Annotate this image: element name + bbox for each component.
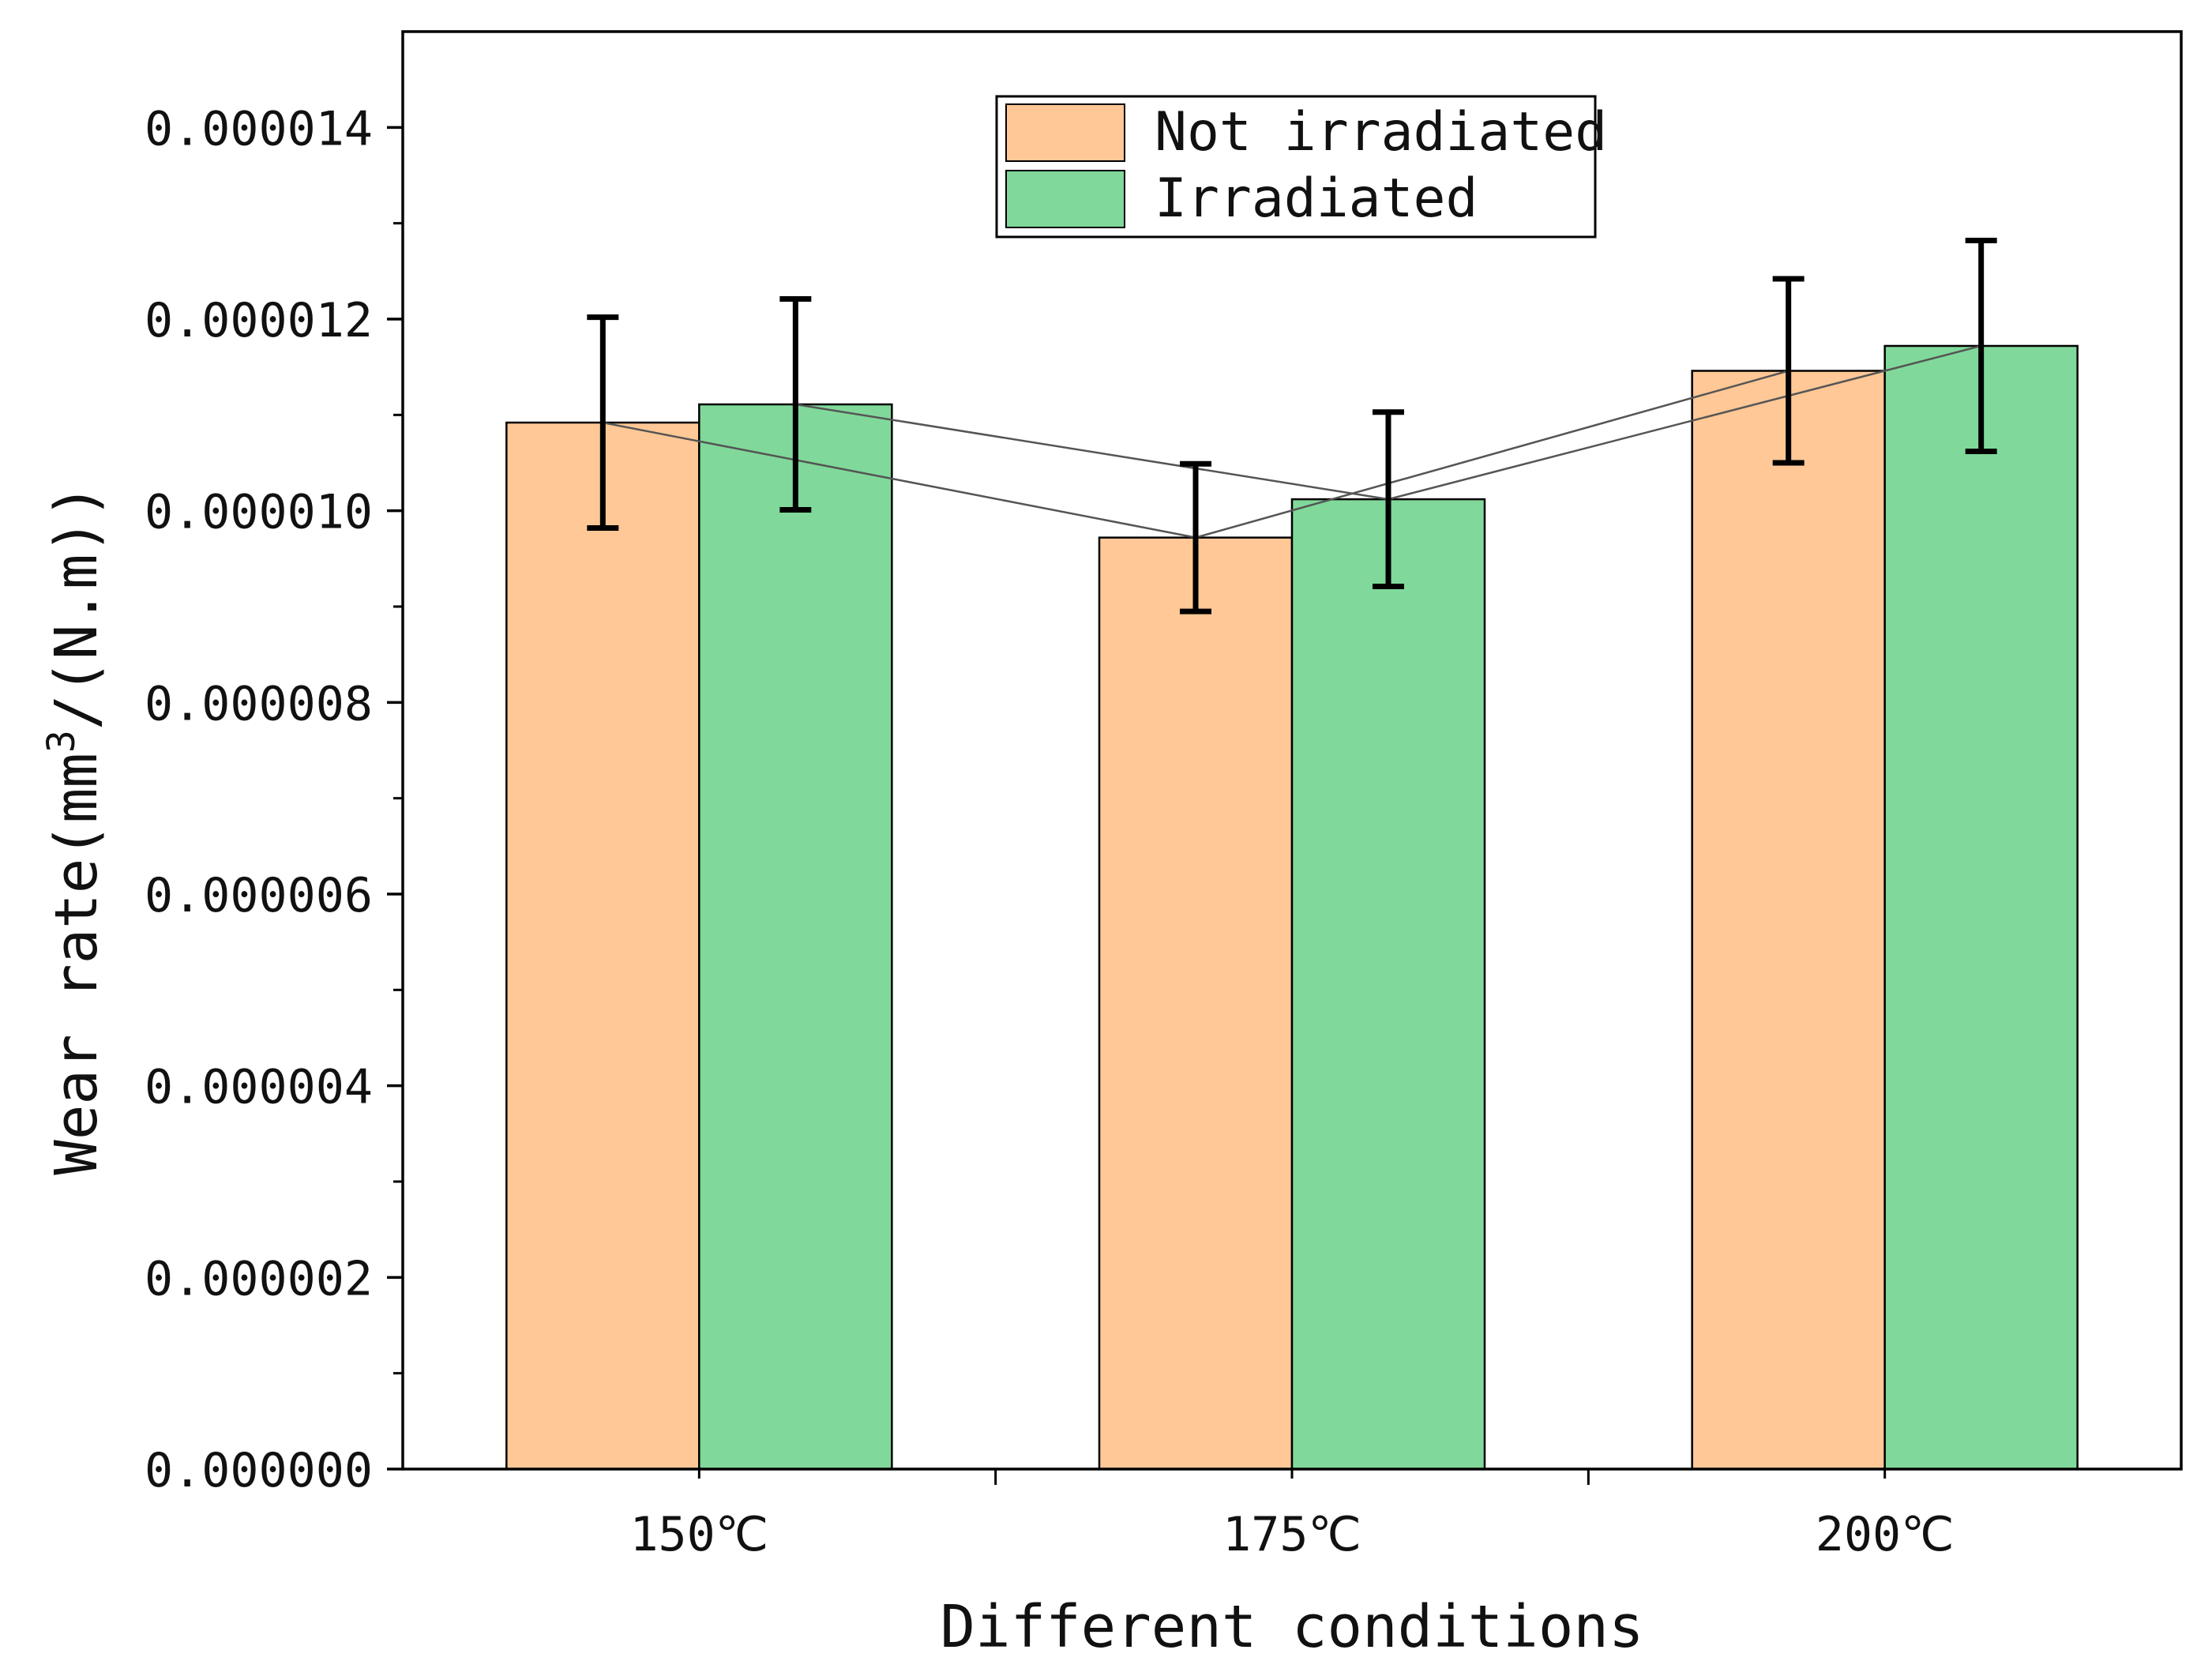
bar-not-irradiated-1: [1098, 536, 1294, 1471]
y-tick-label: 0.000010: [145, 485, 373, 540]
y-tick-label: 0.000004: [145, 1060, 373, 1115]
bars-layer: [505, 344, 2079, 1471]
bar-irradiated-0: [698, 403, 893, 1471]
x-tick-label: 150℃: [629, 1507, 768, 1562]
bar-not-irradiated-2: [1691, 370, 1886, 1471]
y-tick-label: 0.000002: [145, 1251, 373, 1306]
y-tick-label: 0.000008: [145, 676, 373, 731]
bar-irradiated-2: [1883, 344, 2079, 1471]
x-tick-label: 175℃: [1222, 1507, 1361, 1562]
legend-label-not-irradiated: Not irradiated: [1155, 101, 1607, 163]
y-axis-title-superscript: 3: [39, 730, 84, 753]
bar-irradiated-1: [1290, 498, 1486, 1471]
x-axis-title: Different conditions: [940, 1593, 1643, 1661]
y-axis-title-suffix: /(N.m)): [43, 483, 111, 730]
y-tick-label: 0.000014: [145, 101, 373, 156]
legend-swatch-irradiated: [1005, 170, 1125, 228]
legend-label-irradiated: Irradiated: [1155, 167, 1478, 230]
y-axis-title: Wear rate(mm3/(N.m)): [39, 483, 111, 1174]
error-bars-layer: [587, 238, 1997, 614]
y-tick-label: 0.000012: [145, 293, 373, 348]
legend: Not irradiated Irradiated: [995, 95, 1607, 239]
axes-layer: 0.000000 0.000002 0.000004 0.000006 0.000008…: [145, 30, 2183, 1562]
bar-not-irradiated-0: [505, 421, 700, 1471]
y-axis-title-prefix: Wear rate(mm: [43, 753, 111, 1175]
legend-swatch-not-irradiated: [1005, 103, 1125, 162]
y-tick-label: 0.000000: [145, 1443, 373, 1498]
x-tick-label: 200℃: [1816, 1507, 1955, 1562]
y-tick-label: 0.000006: [145, 868, 373, 923]
